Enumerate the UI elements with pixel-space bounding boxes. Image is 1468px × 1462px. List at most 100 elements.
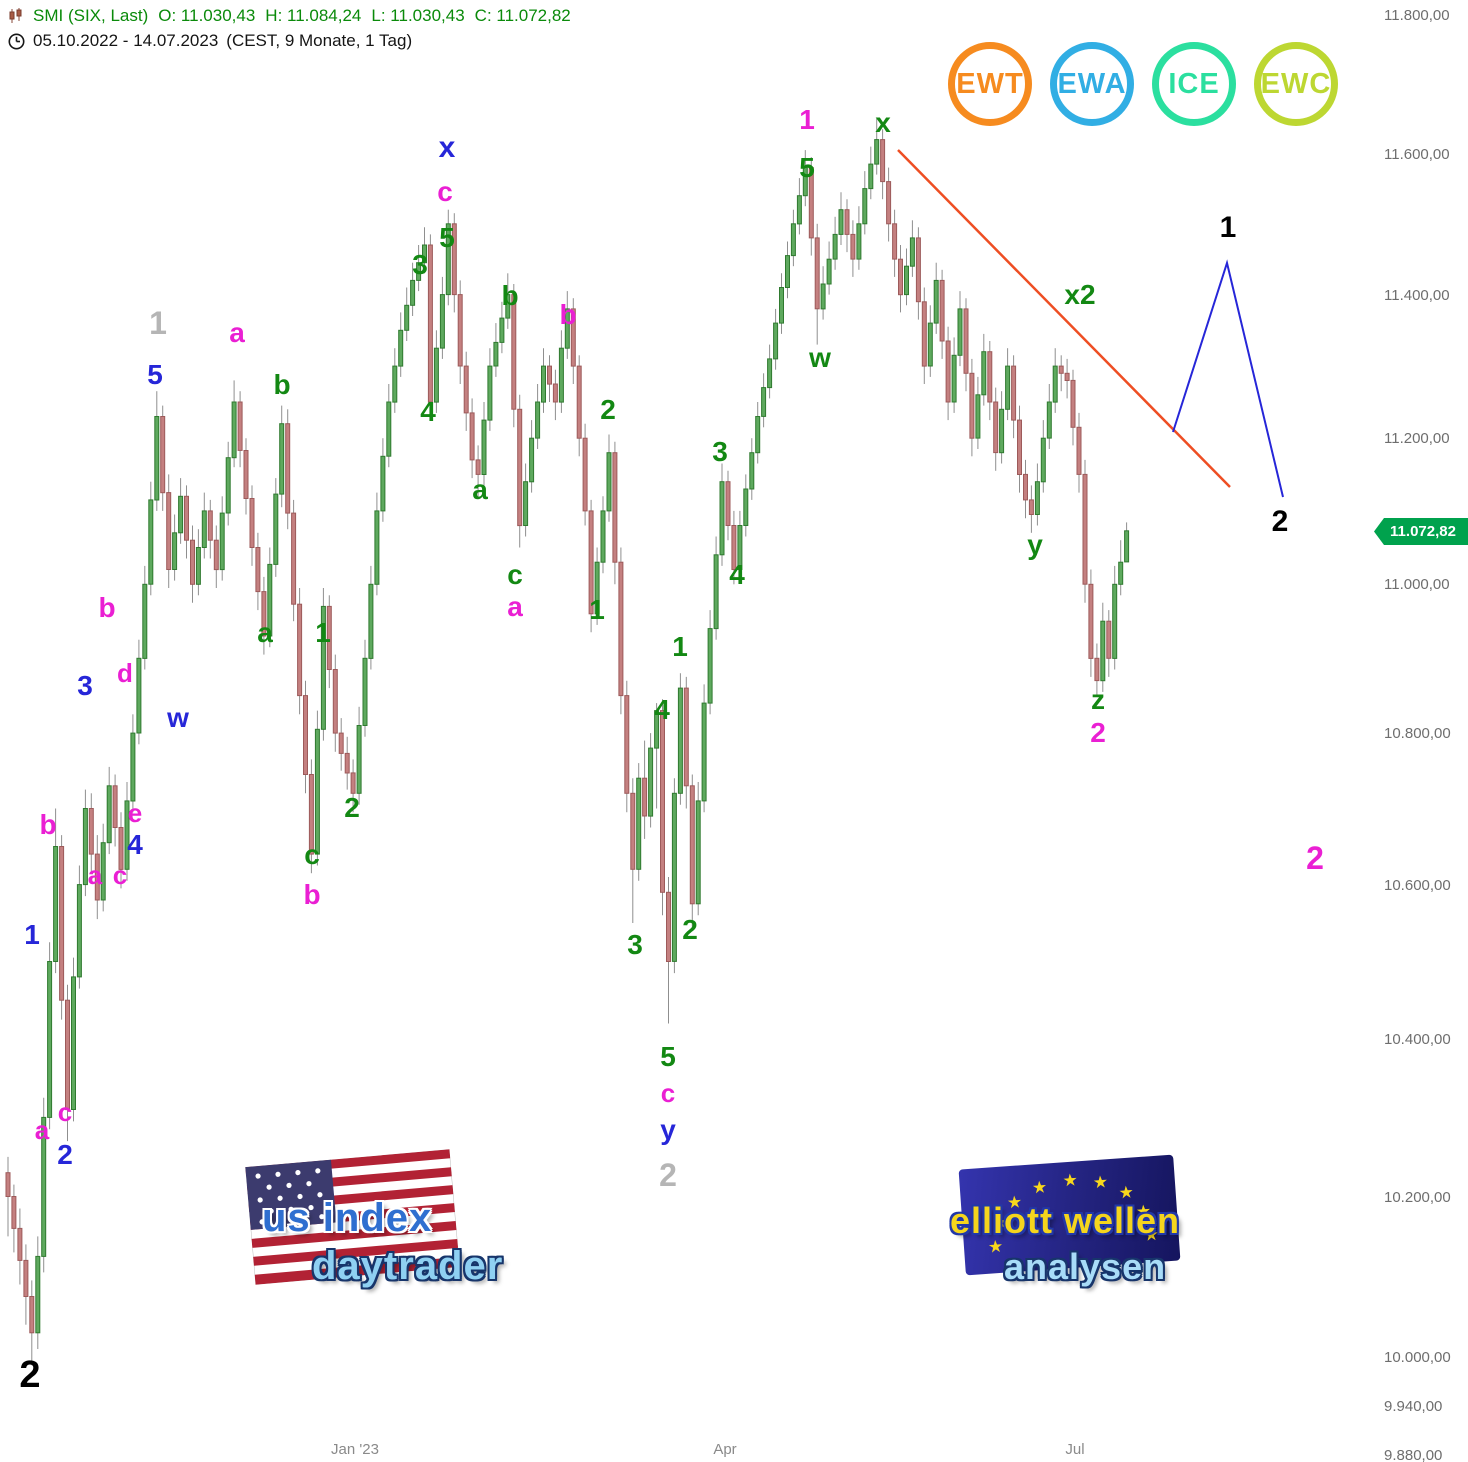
- candle: [124, 800, 130, 870]
- wave-label-3: 3: [77, 670, 93, 701]
- candle: [5, 1172, 11, 1197]
- candle: [1017, 419, 1022, 476]
- candle: [1034, 481, 1040, 516]
- candle: [285, 423, 291, 514]
- candle: [814, 237, 820, 310]
- candle: [981, 351, 987, 396]
- candle: [511, 294, 517, 410]
- candle: [773, 322, 779, 360]
- candle: [35, 1255, 41, 1334]
- candle: [689, 785, 695, 905]
- candle: [1064, 372, 1070, 381]
- candle: [279, 423, 285, 495]
- wave-label-2: 2: [1090, 717, 1106, 748]
- wave-label-w: w: [809, 342, 831, 373]
- candle: [999, 408, 1005, 454]
- candle: [184, 495, 189, 541]
- candle: [606, 452, 612, 512]
- candle: [832, 233, 838, 260]
- wave-label-a: a: [34, 1115, 50, 1145]
- wave-label-2: 2: [1271, 505, 1289, 538]
- candle: [1052, 365, 1058, 403]
- wave-label-2: 2: [19, 1354, 41, 1396]
- candle: [547, 365, 552, 385]
- candle: [933, 279, 939, 324]
- wave-label-5: 5: [799, 152, 815, 183]
- candle: [243, 450, 249, 499]
- wave-label-y: y: [1027, 529, 1043, 560]
- us-logo-line2: daytrader: [312, 1244, 504, 1288]
- candle: [743, 488, 749, 526]
- candle: [915, 237, 921, 303]
- wave-label-a: a: [229, 317, 245, 348]
- candle: [880, 139, 886, 183]
- wave-label-c: c: [437, 176, 453, 207]
- wave-label-2: 2: [659, 1157, 677, 1193]
- candle: [136, 657, 142, 734]
- wave-label-4: 4: [127, 829, 143, 860]
- candle: [166, 492, 172, 571]
- price-tick: 10.400,00: [1384, 1031, 1451, 1048]
- candle: [380, 455, 386, 512]
- candle: [326, 605, 332, 671]
- wave-label-c: c: [57, 1097, 73, 1127]
- candle: [255, 547, 261, 593]
- candle: [939, 279, 945, 342]
- candle: [1076, 426, 1082, 475]
- price-tick: 9.880,00: [1384, 1447, 1443, 1462]
- candle: [677, 687, 683, 794]
- wave-label-3: 3: [627, 929, 643, 960]
- candle: [410, 279, 416, 306]
- candle: [987, 351, 993, 403]
- candle: [564, 308, 570, 349]
- candle: [671, 792, 677, 962]
- us-index-daytrader-logo: us index daytrader: [245, 1149, 548, 1306]
- projection-path[interactable]: [1172, 259, 1284, 498]
- wave-label-b: b: [98, 592, 116, 623]
- candle: [868, 163, 874, 190]
- symbol-label: SMI (SIX, Last): [33, 6, 149, 25]
- candle: [707, 628, 713, 704]
- candle: [969, 372, 975, 439]
- candle: [463, 365, 469, 414]
- candle: [808, 167, 814, 239]
- candle: [231, 401, 237, 459]
- candle: [172, 532, 178, 570]
- candle: [517, 408, 523, 527]
- candle: [951, 354, 957, 403]
- candle: [796, 195, 802, 225]
- price-tick: 11.000,00: [1384, 576, 1450, 593]
- price-tick: 11.400,00: [1384, 287, 1450, 304]
- candle: [535, 401, 541, 439]
- candle: [660, 710, 665, 893]
- candle: [392, 365, 398, 403]
- wave-label-1: 1: [589, 594, 605, 625]
- candle: [475, 459, 481, 475]
- wave-label-b: b: [39, 809, 57, 840]
- candle: [1088, 583, 1094, 659]
- candle: [416, 262, 422, 281]
- wave-label-x: x: [438, 131, 456, 164]
- candle: [350, 772, 356, 794]
- candle: [695, 800, 701, 905]
- candle: [921, 301, 927, 367]
- date-range: 05.10.2022 - 14.07.2023: [33, 31, 219, 50]
- candle: [41, 1116, 47, 1257]
- candle: [118, 827, 124, 870]
- candle: [362, 657, 368, 726]
- red-trendline[interactable]: [897, 149, 1231, 488]
- candle: [297, 603, 303, 697]
- candle: [820, 283, 826, 310]
- candle: [88, 808, 94, 855]
- wave-label-1: 1: [149, 305, 167, 341]
- us-flag-icon: [245, 1149, 460, 1285]
- candle: [874, 139, 880, 165]
- candle: [47, 961, 53, 1118]
- eu-logo-line1: elliott wellen: [950, 1200, 1181, 1241]
- candle: [1118, 561, 1124, 585]
- candle: [898, 258, 903, 296]
- candle: [201, 510, 207, 548]
- wave-label-a: a: [257, 617, 273, 648]
